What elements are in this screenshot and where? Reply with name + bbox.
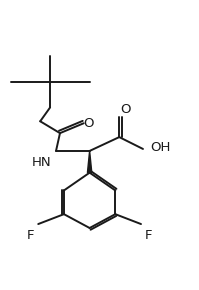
Text: O: O xyxy=(120,103,131,116)
Text: OH: OH xyxy=(150,142,170,155)
Text: HN: HN xyxy=(31,156,51,169)
Text: F: F xyxy=(27,229,34,242)
Text: O: O xyxy=(84,117,94,130)
Text: F: F xyxy=(145,229,152,242)
Polygon shape xyxy=(87,151,92,173)
